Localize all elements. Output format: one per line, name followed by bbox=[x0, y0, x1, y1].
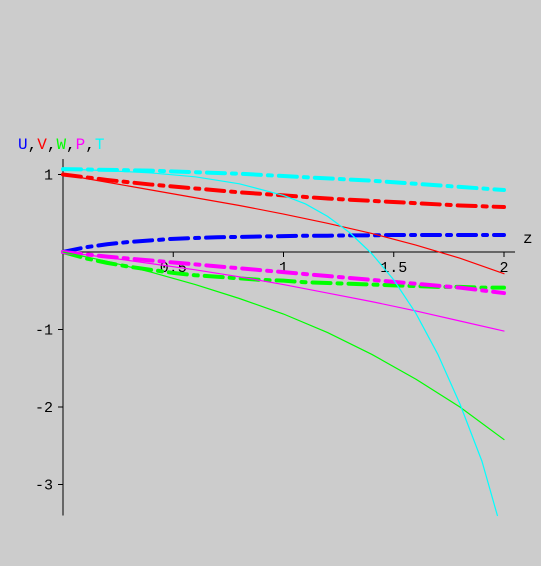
legend-item-U: U bbox=[18, 136, 28, 154]
legend-separator: , bbox=[66, 136, 76, 154]
legend: U,V,W,P,T bbox=[18, 136, 104, 154]
x-tick-label: 1 bbox=[279, 260, 288, 277]
x-tick-label: 2 bbox=[499, 260, 508, 277]
y-tick-label: 1 bbox=[44, 168, 53, 185]
series-T_thin bbox=[63, 169, 497, 515]
series-V_thick bbox=[63, 175, 504, 208]
series-P_thick bbox=[63, 252, 504, 293]
legend-separator: , bbox=[85, 136, 95, 154]
series-U_thick bbox=[63, 235, 504, 252]
legend-item-W: W bbox=[56, 136, 66, 154]
legend-item-V: V bbox=[37, 136, 47, 154]
x-axis-label: z bbox=[523, 230, 533, 248]
y-tick-label: -2 bbox=[35, 400, 53, 417]
legend-separator: , bbox=[47, 136, 57, 154]
y-tick-label: -3 bbox=[35, 478, 53, 495]
y-tick-label: -1 bbox=[35, 323, 53, 340]
legend-separator: , bbox=[28, 136, 38, 154]
legend-item-P: P bbox=[76, 136, 86, 154]
plot-svg: 0.511.52-3-2-11 bbox=[0, 0, 541, 561]
legend-item-T: T bbox=[95, 136, 105, 154]
chart-container: 0.511.52-3-2-11 U,V,W,P,T z bbox=[0, 0, 541, 561]
